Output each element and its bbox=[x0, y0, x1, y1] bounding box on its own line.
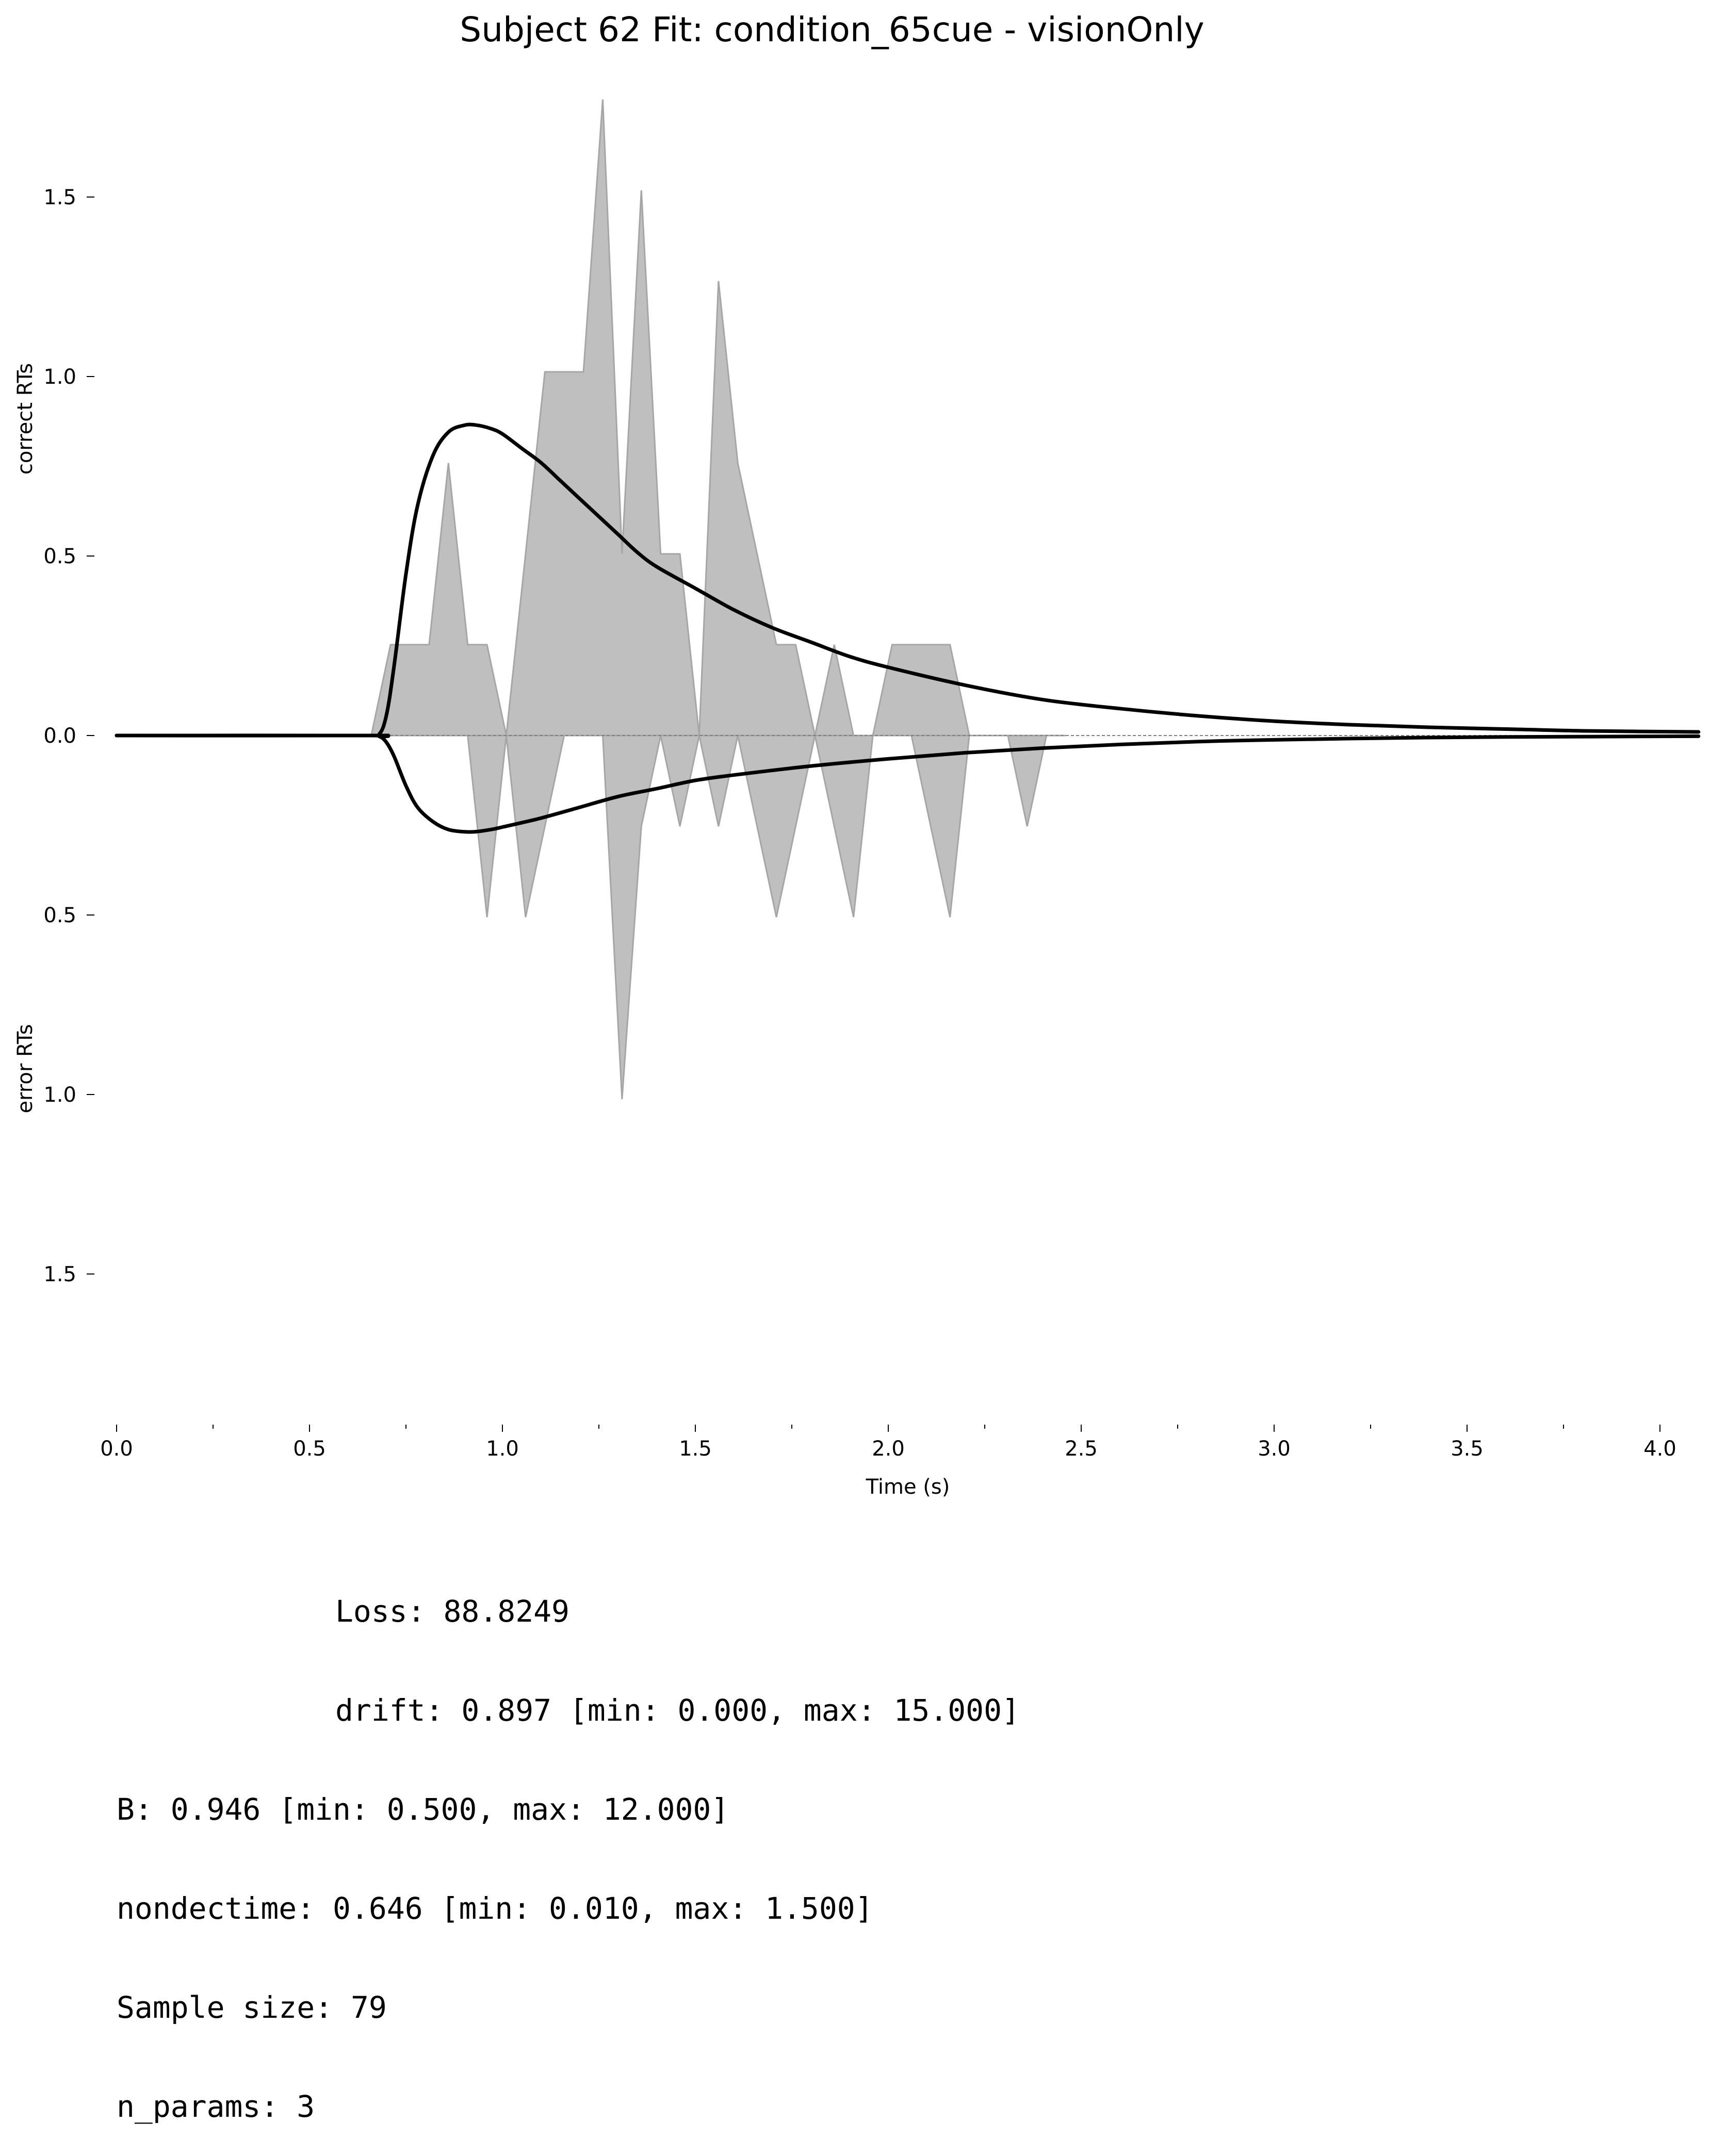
fit-stats: Loss: 88.8249 drift: 0.897 [min: 0.000, … bbox=[117, 1529, 1020, 2156]
y-tick-label-error: 0.5 bbox=[43, 904, 76, 927]
x-tick-label: 0.0 bbox=[100, 1437, 133, 1461]
x-tick-label: 3.5 bbox=[1451, 1437, 1484, 1461]
stat-nondectime: nondectime: 0.646 [min: 0.010, max: 1.50… bbox=[117, 1891, 873, 1926]
x-tick-label: 3.0 bbox=[1258, 1437, 1291, 1461]
y-axis-label-correct: correct RTs bbox=[13, 363, 37, 475]
model-curve-error bbox=[115, 733, 1701, 834]
y-tick-label-error: 1.0 bbox=[43, 1083, 76, 1107]
y-tick-label-correct: 1.5 bbox=[43, 186, 76, 209]
stat-b: B: 0.946 [min: 0.500, max: 12.000] bbox=[117, 1792, 729, 1827]
x-tick-label: 4.0 bbox=[1643, 1437, 1676, 1461]
y-tick-label-error: 1.5 bbox=[43, 1263, 76, 1286]
histogram-error bbox=[467, 734, 1066, 1100]
x-tick-label: 0.5 bbox=[293, 1437, 326, 1461]
y-tick-label-correct: 0.5 bbox=[43, 545, 76, 568]
x-tick-label: 2.0 bbox=[872, 1437, 905, 1461]
stat-n-params: n_params: 3 bbox=[117, 2089, 315, 2124]
y-tick-label-correct: 0.0 bbox=[43, 724, 76, 748]
x-tick-label: 1.5 bbox=[679, 1437, 712, 1461]
model-curve-correct bbox=[115, 422, 1701, 739]
rt-fit-chart: Subject 62 Fit: condition_65cue - vision… bbox=[13, 10, 1701, 1499]
axis-layer: 0.0 0.5 1.0 1.5 2.0 2.5 3.0 3.5 4.0 0.0 0.5 1.0 1.5 0… bbox=[43, 186, 1676, 1461]
y-tick-label-correct: 1.0 bbox=[43, 365, 76, 389]
x-axis-label: Time (s) bbox=[866, 1475, 950, 1499]
histogram-correct bbox=[117, 99, 989, 737]
x-tick-label: 2.5 bbox=[1065, 1437, 1098, 1461]
stat-drift: drift: 0.897 [min: 0.000, max: 15.000] bbox=[335, 1693, 1020, 1728]
x-tick-label: 1.0 bbox=[486, 1437, 519, 1461]
stat-sample-size: Sample size: 79 bbox=[117, 1990, 387, 2025]
stat-loss: Loss: 88.8249 bbox=[335, 1594, 569, 1629]
model-curve-layer bbox=[115, 422, 1701, 834]
histogram-layer bbox=[117, 99, 1066, 1100]
y-axis-label-error: error RTs bbox=[13, 1024, 37, 1113]
chart-title: Subject 62 Fit: condition_65cue - vision… bbox=[460, 10, 1204, 50]
